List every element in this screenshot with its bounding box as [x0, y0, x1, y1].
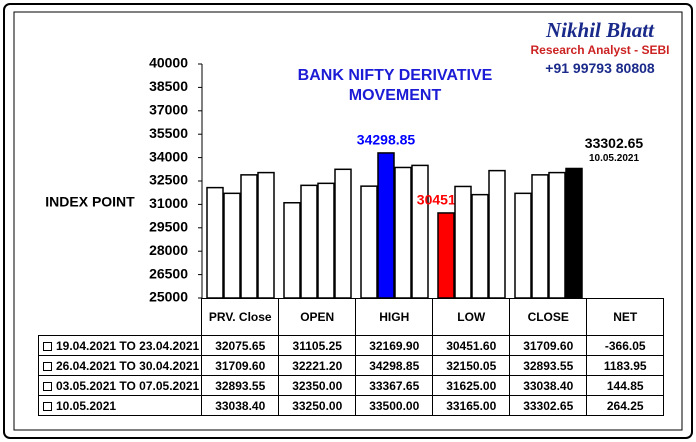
- y-tick-label: 29500: [149, 219, 188, 235]
- data-label: 33302.65: [585, 135, 644, 151]
- table-value: 32893.55: [201, 375, 280, 396]
- legend-label: 19.04.2021 TO 23.04.2021: [56, 338, 200, 353]
- legend-key: [43, 341, 52, 351]
- inner-frame: [13, 11, 683, 431]
- table-value: 33302.65: [509, 395, 588, 416]
- legend-label: 26.04.2021 TO 30.04.2021: [56, 358, 200, 373]
- table-value: -366.05: [586, 335, 665, 356]
- bar: [317, 182, 335, 299]
- table-value: 1183.95: [586, 355, 665, 376]
- table-value: 33038.40: [201, 395, 280, 416]
- watermark-name: Nikhil Bhatt: [546, 18, 654, 42]
- bar: [454, 185, 472, 299]
- bar: [334, 168, 352, 299]
- bar: [223, 192, 241, 299]
- table-header-row: PRV. Close OPEN HIGH LOW CLOSE NET: [38, 298, 665, 336]
- table-value: 31709.60: [201, 355, 280, 376]
- legend-cell: 26.04.2021 TO 30.04.2021: [37, 355, 203, 376]
- legend-key: [43, 361, 52, 371]
- table-value: 34298.85: [355, 355, 434, 376]
- bar: [360, 185, 378, 299]
- table-value: 30451.60: [432, 335, 511, 356]
- bar: [548, 171, 566, 299]
- bar: [300, 184, 318, 299]
- legend-label: 03.05.2021 TO 07.05.2021: [56, 378, 200, 393]
- legend-key: [43, 381, 52, 391]
- y-tick-label: 31000: [149, 195, 188, 211]
- data-table: PRV. Close OPEN HIGH LOW CLOSE NET 19.04.2021 …: [37, 298, 665, 416]
- category-label: OPEN: [278, 298, 357, 336]
- table-row: 19.04.2021 TO 23.04.2021 32075.65 31105.25…: [37, 335, 665, 356]
- table-value: 33500.00: [355, 395, 434, 416]
- table-value: 33250.00: [278, 395, 357, 416]
- legend-cell: 03.05.2021 TO 07.05.2021: [37, 375, 203, 396]
- y-tick-label: 38500: [149, 78, 188, 94]
- bar: [394, 166, 412, 299]
- category-label: HIGH: [355, 298, 434, 336]
- table-value: 144.85: [586, 375, 665, 396]
- bar: [206, 186, 224, 299]
- bar: [565, 167, 583, 299]
- y-axis-label: INDEX POINT: [45, 194, 135, 210]
- table-value: 32893.55: [509, 355, 588, 376]
- bar: [437, 212, 455, 299]
- category-label: CLOSE: [509, 298, 588, 336]
- table-value: 33367.65: [355, 375, 434, 396]
- bar: [514, 192, 532, 299]
- table-value: 32169.90: [355, 335, 434, 356]
- bar: [283, 202, 301, 299]
- bar: [471, 193, 489, 299]
- bar: [257, 171, 275, 299]
- y-tick-label: 26500: [149, 265, 188, 281]
- watermark-phone: +91 99793 80808: [545, 60, 655, 76]
- y-tick-label: 40000: [149, 55, 188, 71]
- table-value: 32075.65: [201, 335, 280, 356]
- y-tick-label: 32500: [149, 172, 188, 188]
- bar: [240, 174, 258, 299]
- legend-key: [43, 401, 52, 411]
- table-value: 32150.05: [432, 355, 511, 376]
- table-value: 31105.25: [278, 335, 357, 356]
- data-label-date: 10.05.2021: [589, 153, 639, 164]
- y-tick-label: 34000: [149, 148, 188, 164]
- bar: [411, 164, 429, 299]
- table-value: 32350.00: [278, 375, 357, 396]
- table-row: 03.05.2021 TO 07.05.2021 32893.55 32350.00…: [37, 375, 665, 396]
- data-label: 34298.85: [357, 132, 416, 148]
- table-value: 264.25: [586, 395, 665, 416]
- table-value: 31709.60: [509, 335, 588, 356]
- y-tick-label: 28000: [149, 242, 188, 258]
- table-value: 33038.40: [509, 375, 588, 396]
- table-row: 26.04.2021 TO 30.04.2021 31709.60 32221.20…: [37, 355, 665, 376]
- watermark: Nikhil Bhatt Research Analyst - SEBI +91…: [520, 18, 680, 76]
- legend-label: 10.05.2021: [56, 398, 117, 413]
- bar: [488, 169, 506, 299]
- table-value: 33165.00: [432, 395, 511, 416]
- table-value: 31625.00: [432, 375, 511, 396]
- y-tick-label: 35500: [149, 125, 188, 141]
- bar: [377, 152, 395, 299]
- y-tick-label: 37000: [149, 102, 188, 118]
- frame: [3, 3, 693, 439]
- watermark-role: Research Analyst - SEBI: [530, 43, 670, 57]
- legend-cell: 10.05.2021: [37, 395, 203, 416]
- table-corner: [38, 298, 203, 336]
- table-value: 32221.20: [278, 355, 357, 376]
- table-row: 10.05.2021 33038.40 33250.00 33500.00 33165.…: [37, 395, 665, 416]
- category-label: PRV. Close: [201, 298, 280, 336]
- category-label: LOW: [432, 298, 511, 336]
- legend-cell: 19.04.2021 TO 23.04.2021: [37, 335, 203, 356]
- bar: [531, 174, 549, 299]
- chart-title: BANK NIFTY DERIVATIVE MOVEMENT: [297, 67, 493, 104]
- category-label: NET: [586, 298, 665, 336]
